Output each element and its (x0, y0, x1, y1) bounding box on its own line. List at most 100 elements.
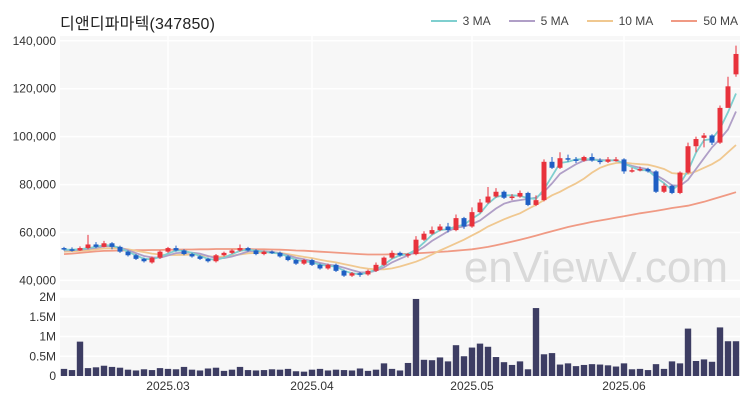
volume-tick-label: 1M (39, 330, 56, 344)
candle-body (477, 202, 483, 213)
candle-body (725, 86, 731, 108)
chart-title: 디앤디파마텍(347850) (60, 16, 216, 33)
candle-body (637, 168, 643, 171)
volume-bar (428, 360, 436, 376)
candle-body (173, 248, 179, 251)
candle-body (213, 255, 219, 262)
x-tick-label: 2025.05 (450, 379, 494, 393)
candle-body (285, 256, 291, 261)
volume-bar (412, 298, 420, 376)
volume-bar (196, 370, 204, 376)
candle-body (381, 257, 387, 265)
volume-bar (308, 369, 316, 376)
volume-bar (204, 368, 212, 376)
volume-bar (324, 370, 332, 376)
volume-bar (460, 356, 468, 376)
volume-bar (108, 366, 116, 376)
volume-bar (220, 370, 228, 376)
candle-body (661, 185, 667, 192)
candle-body (333, 264, 339, 271)
volume-bar (476, 343, 484, 376)
volume-bar (388, 368, 396, 376)
volume-bar (340, 370, 348, 376)
legend-swatch (430, 20, 457, 22)
candle-body (605, 159, 611, 162)
volume-bar (116, 367, 124, 376)
volume-bar (572, 366, 580, 376)
candle-body (453, 218, 459, 231)
volume-bar (508, 364, 516, 376)
candle-body (653, 171, 659, 192)
candle-body (549, 161, 555, 168)
volume-bar (356, 368, 364, 376)
candle-body (669, 185, 675, 193)
candle-body (277, 252, 283, 257)
candle-body (717, 107, 723, 143)
legend: 3 MA 5 MA 10 MA 50 MA (430, 14, 738, 28)
candle-body (581, 157, 587, 161)
volume-tick-label: 1.5M (29, 310, 56, 324)
volume-tick-label: 0.5M (29, 349, 56, 363)
volume-bar (244, 370, 252, 376)
volume-bar (548, 353, 556, 376)
volume-bar (404, 362, 412, 376)
volume-bar (468, 347, 476, 376)
volume-bar (396, 370, 404, 376)
candle-body (437, 226, 443, 231)
candle-body (133, 255, 139, 259)
volume-bar (124, 369, 132, 376)
volume-bar (652, 364, 660, 376)
candle-body (533, 200, 539, 205)
volume-bar (148, 370, 156, 376)
volume-bar (540, 354, 548, 376)
candle-body (245, 248, 251, 251)
volume-bar (708, 361, 716, 376)
volume-bar (172, 369, 180, 376)
y-tick-label: 120,000 (13, 82, 57, 96)
candle-body (613, 159, 619, 161)
candle-body (589, 157, 595, 161)
volume-bar (68, 370, 76, 376)
volume-bar (716, 327, 724, 376)
candle-body (181, 250, 187, 255)
candle-body (485, 196, 491, 203)
volume-bar (156, 368, 164, 376)
candle-body (109, 243, 115, 247)
candle-body (301, 260, 307, 264)
volume-bar (436, 357, 444, 376)
volume-bar (372, 369, 380, 376)
volume-bar (532, 308, 540, 376)
volume-bar (84, 368, 92, 376)
candle-body (293, 260, 299, 264)
candle-body (397, 252, 403, 256)
candle-body (189, 254, 195, 257)
candle-body (429, 230, 435, 234)
volume-bar (140, 369, 148, 376)
candle-body (205, 258, 211, 262)
candle-body (125, 251, 131, 256)
candle-body (341, 270, 347, 276)
volume-bar (676, 363, 684, 376)
volume-bar (444, 361, 452, 376)
volume-bar (684, 328, 692, 376)
candle-body (541, 161, 547, 201)
y-tick-label: 60,000 (19, 225, 56, 239)
candle-body (101, 243, 107, 247)
candle-body (157, 251, 163, 258)
volume-bar (332, 369, 340, 376)
volume-bar (596, 364, 604, 376)
candle-body (253, 250, 259, 255)
candle-body (693, 139, 699, 147)
volume-bar (556, 364, 564, 376)
volume-bar (364, 370, 372, 376)
candle-body (269, 251, 275, 254)
candle-body (165, 248, 171, 252)
volume-bar (452, 345, 460, 376)
volume-bar (660, 368, 668, 376)
legend-item-50-ma: 50 MA (671, 14, 738, 28)
volume-bar (644, 370, 652, 376)
x-tick-label: 2025.06 (602, 379, 646, 393)
candle-body (645, 168, 651, 172)
candle-body (349, 273, 355, 276)
